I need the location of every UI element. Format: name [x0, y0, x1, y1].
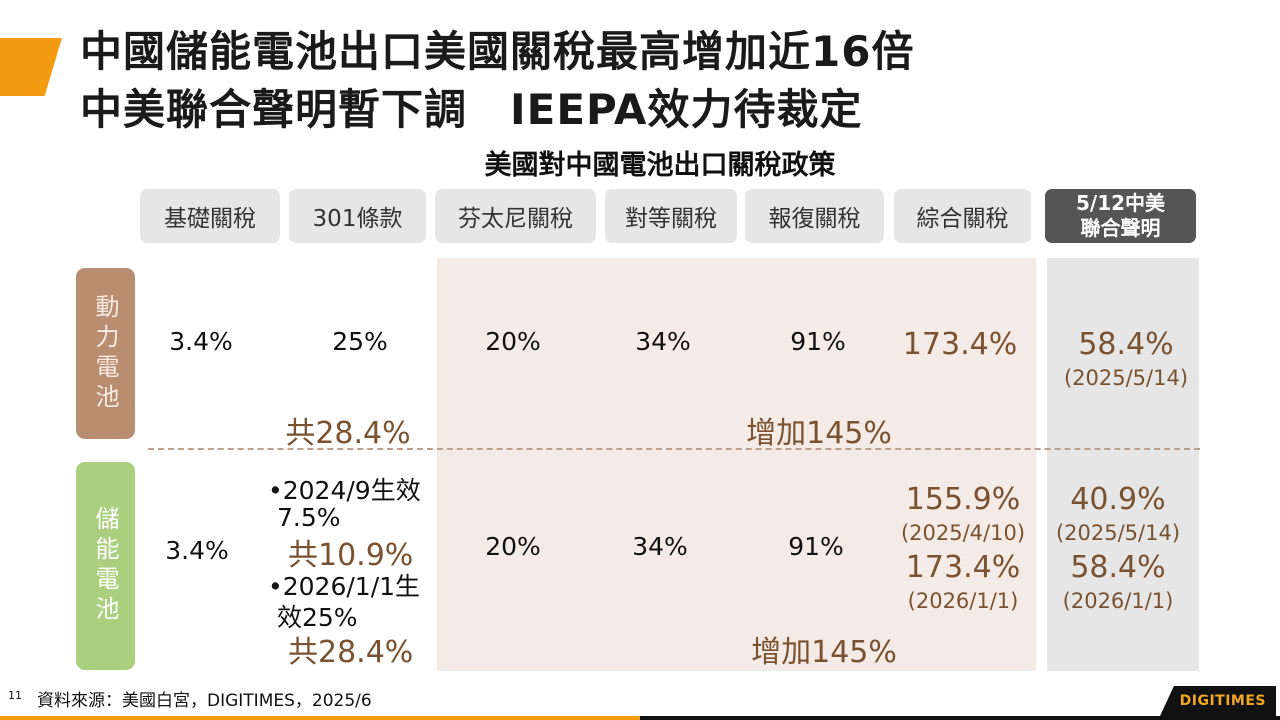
storage-combined-date-2: (2026/1/1): [907, 589, 1019, 613]
power-fentanyl-value: 20%: [485, 327, 541, 356]
source-note: 資料來源：美國白宮，DIGITIMES，2025/6: [37, 691, 372, 711]
storage-301-note-a1: •2024/9生效: [268, 476, 421, 505]
added-tariffs-shade: [437, 258, 1036, 671]
storage-joint-value-1: 40.9%: [1070, 482, 1166, 517]
row-label-storage-battery: 儲能電池: [76, 462, 135, 670]
storage-joint-date-1: (2025/5/14): [1055, 521, 1181, 545]
row-divider: [148, 448, 1200, 450]
storage-sum-right: 增加145%: [751, 635, 897, 670]
header-joint-statement: 5/12中美 聯合聲明: [1045, 189, 1196, 243]
storage-joint-date-2: (2026/1/1): [1062, 589, 1174, 613]
storage-joint-value-2: 58.4%: [1070, 550, 1166, 585]
table-title: 美國對中國電池出口關稅政策: [484, 150, 836, 181]
storage-301-sum-a: 共10.9%: [288, 538, 414, 573]
power-joint-date: (2025/5/14): [1063, 366, 1189, 390]
joint-statement-shade: [1047, 258, 1199, 671]
page-title-line1: 中國儲能電池出口美國關稅最高增加近16倍: [80, 27, 915, 76]
row-label-power-battery: 動力電池: [76, 268, 135, 439]
digitimes-logo: DIGITIMES: [1160, 686, 1276, 716]
header-joint-line2: 聯合聲明: [1080, 216, 1161, 240]
power-301-value: 25%: [332, 327, 388, 356]
header-retaliatory-tariff: 報復關稅: [745, 189, 884, 243]
footer-bar-black: [640, 716, 1280, 720]
page-title-line2: 中美聯合聲明暫下調 IEEPA效力待裁定: [80, 85, 863, 134]
title-accent-shape: [0, 38, 62, 96]
storage-reciprocal-value: 34%: [632, 532, 688, 561]
storage-base-value: 3.4%: [165, 536, 229, 565]
power-sum-right: 增加145%: [746, 416, 892, 451]
storage-combined-value-2: 173.4%: [905, 550, 1021, 585]
power-base-value: 3.4%: [169, 327, 233, 356]
power-reciprocal-value: 34%: [635, 327, 691, 356]
power-joint-value: 58.4%: [1078, 327, 1174, 362]
header-base-tariff: 基礎關稅: [140, 189, 280, 243]
header-reciprocal-tariff: 對等關稅: [605, 189, 737, 243]
storage-301-note-a2: 7.5%: [277, 503, 341, 532]
page-number: 11: [8, 689, 22, 702]
storage-sum-left: 共28.4%: [288, 635, 414, 670]
footer-bar-orange: [0, 716, 640, 720]
logo-text: DIGITIMES: [1179, 693, 1266, 709]
storage-301-note-b1: •2026/1/1生: [268, 572, 421, 601]
power-combined-value: 173.4%: [902, 327, 1018, 362]
storage-combined-date-1: (2025/4/10): [900, 521, 1026, 545]
header-joint-line1: 5/12中美: [1075, 191, 1166, 215]
header-combined-tariff: 綜合關稅: [894, 189, 1031, 243]
storage-retaliatory-value: 91%: [788, 532, 844, 561]
header-fentanyl-tariff: 芬太尼關稅: [435, 189, 596, 243]
storage-combined-value-1: 155.9%: [905, 482, 1021, 517]
power-sum-left: 共28.4%: [285, 416, 411, 451]
power-retaliatory-value: 91%: [790, 327, 846, 356]
storage-fentanyl-value: 20%: [485, 532, 541, 561]
storage-301-note-b2: 效25%: [277, 603, 358, 632]
header-section-301: 301條款: [289, 189, 426, 243]
